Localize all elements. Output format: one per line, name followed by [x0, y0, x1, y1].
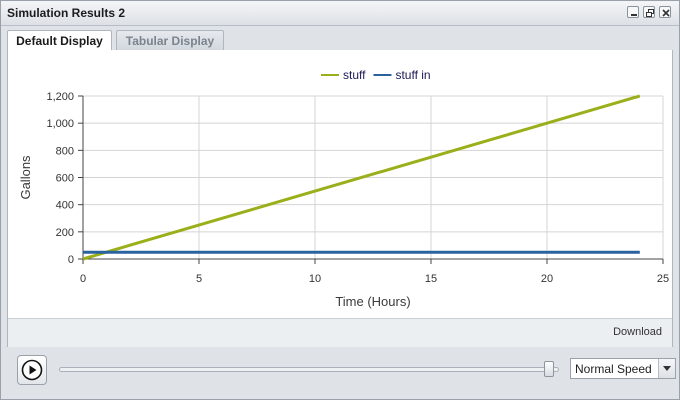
legend-label: stuff [343, 68, 366, 82]
tab-label: Tabular Display [125, 34, 215, 48]
x-tick-label: 25 [657, 273, 669, 285]
speed-select-value: Normal Speed [575, 362, 652, 376]
minimize-icon[interactable] [627, 6, 639, 18]
time-slider-track[interactable] [59, 367, 559, 372]
series-line [82, 94, 641, 261]
x-tick-label: 0 [80, 273, 86, 285]
y-tick-label: 600 [56, 173, 74, 185]
download-link[interactable]: Download [613, 326, 662, 338]
legend-label: stuff in [395, 68, 430, 82]
play-button[interactable] [17, 355, 47, 385]
x-tick-label: 10 [309, 273, 321, 285]
line-chart: 0 200 400 600 800 1,000 1,200 0 5 10 15 20 25 Time (H… [18, 68, 669, 309]
chart-footer: Download [8, 318, 672, 347]
y-axis-title: Gallons [18, 155, 33, 200]
x-axis-title: Time (Hours) [335, 294, 410, 309]
y-tick-label: 200 [56, 227, 74, 239]
window-title: Simulation Results 2 [7, 6, 126, 20]
playback-controls: Normal Speed [7, 349, 676, 393]
x-tick-label: 20 [541, 273, 553, 285]
tab-tabular-display[interactable]: Tabular Display [116, 30, 224, 50]
play-icon [21, 359, 43, 381]
time-slider-thumb[interactable] [544, 361, 555, 377]
y-tick-label: 1,000 [46, 118, 74, 130]
y-tick-label: 800 [56, 145, 74, 157]
y-tick-label: 0 [68, 254, 74, 266]
chart-panel: 0 200 400 600 800 1,000 1,200 0 5 10 15 20 25 Time (H… [7, 50, 673, 347]
chevron-down-icon[interactable] [658, 359, 675, 378]
tab-strip: Default Display Tabular Display [7, 26, 673, 51]
x-tick-label: 15 [425, 273, 437, 285]
x-tick-label: 5 [196, 273, 202, 285]
y-tick-label: 1,200 [46, 91, 74, 103]
tab-label: Default Display [16, 34, 103, 48]
close-icon[interactable] [659, 6, 671, 18]
speed-select[interactable]: Normal Speed [570, 358, 676, 379]
restore-icon[interactable] [643, 6, 655, 18]
window-titlebar[interactable]: Simulation Results 2 [1, 1, 679, 26]
tab-default-display[interactable]: Default Display [7, 30, 112, 51]
y-tick-label: 400 [56, 200, 74, 212]
